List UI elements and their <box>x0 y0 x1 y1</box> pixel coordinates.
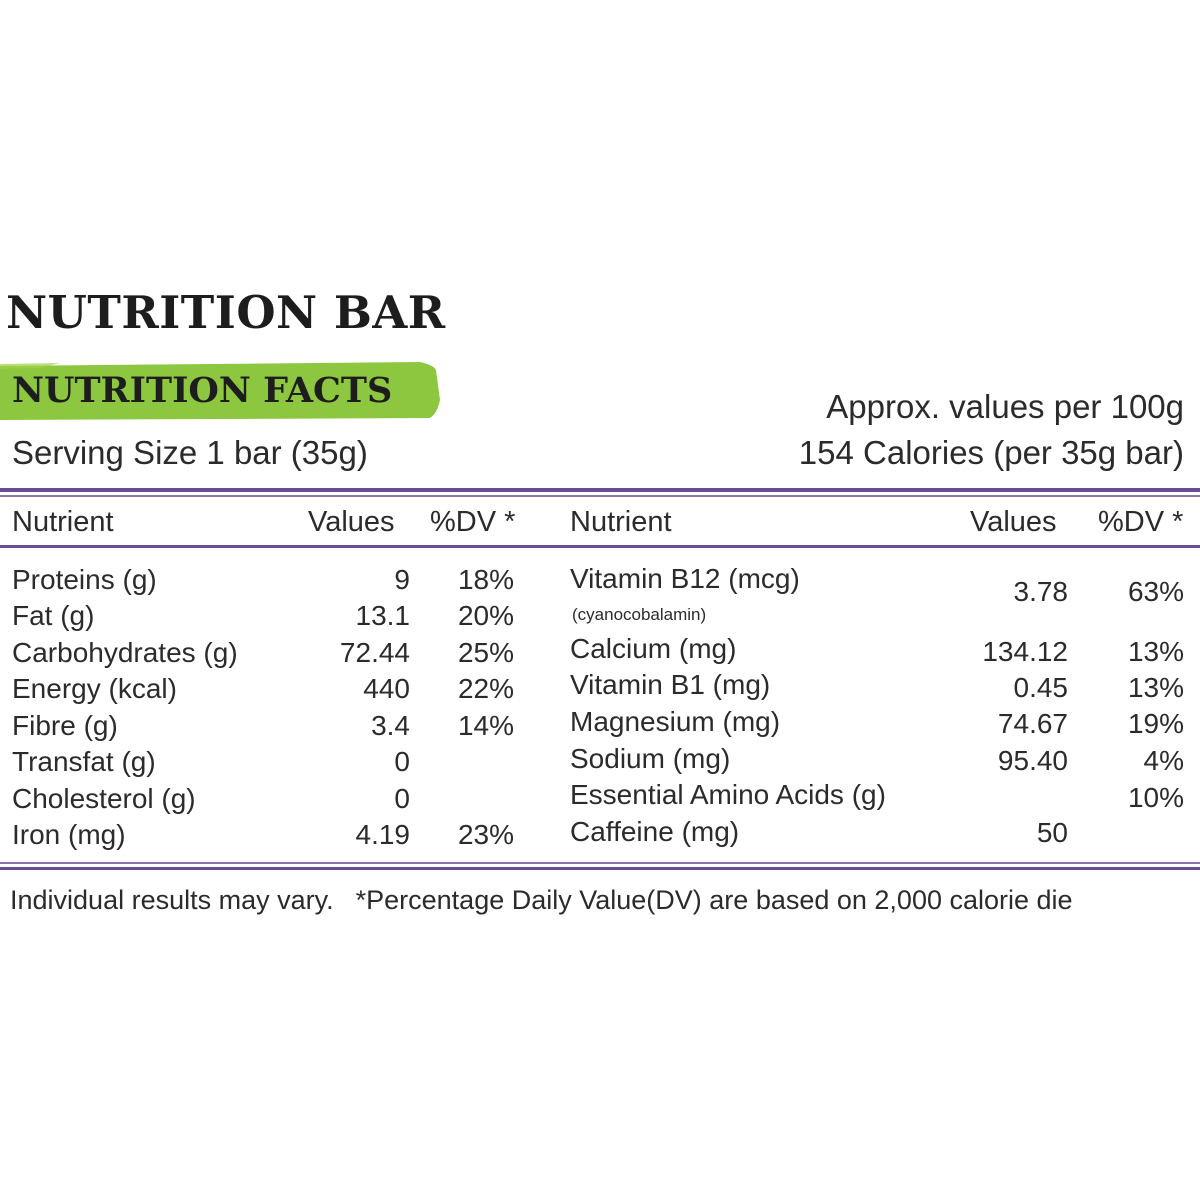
left-row-4-value: 3.4 <box>371 710 410 741</box>
left-header-nutrient: Nutrient <box>12 506 114 538</box>
right-row-5-dv: 10% <box>1127 782 1184 813</box>
left-row-0-dv: 18% <box>457 564 514 595</box>
page-title: NUTRITION BAR <box>6 286 446 339</box>
right-row-1-dv: 13% <box>1127 636 1184 667</box>
left-row-4-nutrient: Fibre (g) <box>12 710 118 741</box>
right-row-6-value: 50 <box>1036 817 1068 848</box>
right-row-0-subtext: (cyanocobalamin) <box>572 605 707 624</box>
left-row-4-dv: 14% <box>457 710 514 741</box>
nutrition-facts-label: NUTRITION FACTS <box>12 370 393 411</box>
right-header-values: Values <box>970 506 1057 538</box>
bottom-rule <box>0 862 1200 872</box>
right-row-1-value: 134.12 <box>982 636 1068 667</box>
left-row-1-dv: 20% <box>457 600 514 631</box>
right-row-4-value: 95.40 <box>997 745 1068 776</box>
left-row-7-nutrient: Iron (mg) <box>12 819 126 850</box>
right-row-2-value: 0.45 <box>1013 672 1069 703</box>
left-row-2-value: 72.44 <box>339 637 410 668</box>
left-row-6-nutrient: Cholesterol (g) <box>12 783 196 814</box>
left-row-5-value: 0 <box>394 746 410 777</box>
left-row-7-dv: 23% <box>457 819 514 850</box>
left-row-1-value: 13.1 <box>355 600 411 631</box>
right-row-3-nutrient: Magnesium (mg) <box>570 706 781 737</box>
right-row-3-dv: 19% <box>1127 708 1184 739</box>
calories-per-bar: 154 Calories (per 35g bar) <box>798 434 1184 471</box>
left-row-1-nutrient: Fat (g) <box>12 600 95 631</box>
right-header-nutrient: Nutrient <box>570 506 672 538</box>
right-row-6-nutrient: Caffeine (mg) <box>570 816 740 847</box>
right-row-4-nutrient: Sodium (mg) <box>570 743 731 774</box>
left-row-0-nutrient: Proteins (g) <box>12 564 157 595</box>
facts-highlight-band <box>0 360 440 424</box>
left-row-3-value: 440 <box>363 673 410 704</box>
footer-note: Individual results may vary. *Percentage … <box>10 885 1073 916</box>
right-row-2-dv: 13% <box>1127 672 1184 703</box>
left-row-5-nutrient: Transfat (g) <box>12 746 156 777</box>
right-row-0-nutrient: Vitamin B12 (mcg) <box>570 563 800 594</box>
footer-vary-note: Individual results may vary. <box>10 885 334 915</box>
header-rule <box>0 545 1200 551</box>
left-header-values: Values <box>308 506 395 538</box>
right-row-0-dv: 63% <box>1127 576 1184 607</box>
top-rule <box>0 488 1200 500</box>
left-row-3-nutrient: Energy (kcal) <box>12 673 177 704</box>
left-row-3-dv: 22% <box>457 673 514 704</box>
right-row-3-value: 74.67 <box>997 708 1068 739</box>
right-row-2-nutrient: Vitamin B1 (mg) <box>570 669 771 700</box>
left-header-dv: %DV * <box>430 506 516 538</box>
left-row-2-nutrient: Carbohydrates (g) <box>12 637 238 668</box>
serving-size: Serving Size 1 bar (35g) <box>12 434 368 471</box>
footer-dv-note: *Percentage Daily Value(DV) are based on… <box>355 885 1073 915</box>
approx-values-note: Approx. values per 100g <box>826 388 1184 425</box>
right-row-1-nutrient: Calcium (mg) <box>570 633 737 664</box>
left-row-2-dv: 25% <box>457 637 514 668</box>
left-row-0-value: 9 <box>394 564 410 595</box>
right-header-dv: %DV * <box>1098 506 1184 538</box>
left-row-6-value: 0 <box>394 783 410 814</box>
right-row-5-nutrient: Essential Amino Acids (g) <box>570 779 886 810</box>
right-row-0-value: 3.78 <box>1013 576 1069 607</box>
right-row-4-dv: 4% <box>1143 745 1184 776</box>
left-row-7-value: 4.19 <box>355 819 411 850</box>
